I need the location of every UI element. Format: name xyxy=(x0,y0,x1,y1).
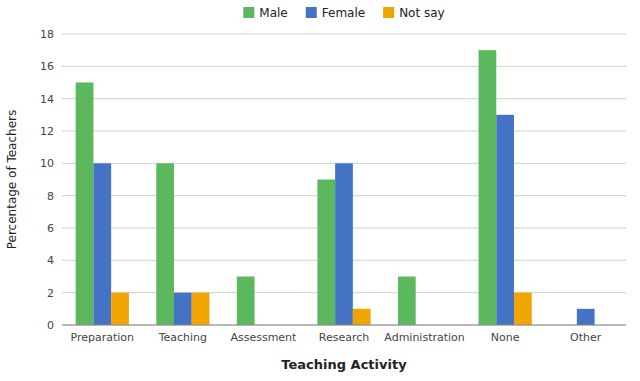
legend-label: Male xyxy=(259,6,287,20)
bar xyxy=(76,83,94,326)
y-tick-label: 12 xyxy=(40,125,54,138)
legend: Male Female Not say xyxy=(243,6,444,20)
y-tick-label: 4 xyxy=(47,254,54,267)
legend-item: Not say xyxy=(383,6,445,20)
legend-label: Female xyxy=(322,6,365,20)
bar xyxy=(192,293,210,325)
bar xyxy=(479,50,497,325)
bar xyxy=(156,163,174,325)
x-tick-label: Other xyxy=(570,331,602,344)
bar xyxy=(496,115,514,325)
bar xyxy=(353,309,371,325)
legend-swatch xyxy=(243,7,254,18)
chart: 0 2 4 6 8 10 12 14 16 18 Preparation Teaching Assess… xyxy=(0,0,640,381)
grid-line xyxy=(62,325,626,326)
y-tick-label: 18 xyxy=(40,28,54,41)
bar xyxy=(111,293,129,325)
x-tick-label: Teaching xyxy=(158,331,207,344)
x-axis-line xyxy=(62,325,626,326)
bar xyxy=(335,163,353,325)
bar xyxy=(93,163,111,325)
x-axis: Preparation Teaching Assessment Research Adm… xyxy=(62,325,626,344)
y-tick-label: 10 xyxy=(40,157,54,170)
x-axis-title: Teaching Activity xyxy=(281,357,407,372)
y-tick-label: 16 xyxy=(40,60,54,73)
x-tick-label: Preparation xyxy=(71,331,135,344)
legend-label: Not say xyxy=(399,6,445,20)
y-tick-label: 8 xyxy=(47,190,54,203)
bar xyxy=(174,293,192,325)
bars xyxy=(76,50,595,325)
y-tick-label: 14 xyxy=(40,93,54,106)
legend-swatch xyxy=(306,7,317,18)
bar xyxy=(317,180,335,326)
bar xyxy=(577,309,595,325)
x-tick-label: Research xyxy=(319,331,369,344)
grid-line xyxy=(62,131,626,132)
x-tick-label: Assessment xyxy=(230,331,297,344)
y-tick-label: 2 xyxy=(47,287,54,300)
legend-swatch xyxy=(383,7,394,18)
grid-line xyxy=(62,98,626,99)
legend-item: Male xyxy=(243,6,287,20)
x-tick-label: None xyxy=(491,331,520,344)
y-tick-label: 0 xyxy=(47,319,54,332)
bar xyxy=(237,277,255,326)
bar xyxy=(514,293,532,325)
y-axis: 0 2 4 6 8 10 12 14 16 18 xyxy=(40,28,626,332)
grid-line xyxy=(62,66,626,67)
bar xyxy=(398,277,416,326)
x-tick-label: Administration xyxy=(384,331,465,344)
legend-item: Female xyxy=(306,6,365,20)
grid-line xyxy=(62,34,626,35)
y-axis-title: Percentage of Teachers xyxy=(5,110,19,250)
y-tick-label: 6 xyxy=(47,222,54,235)
